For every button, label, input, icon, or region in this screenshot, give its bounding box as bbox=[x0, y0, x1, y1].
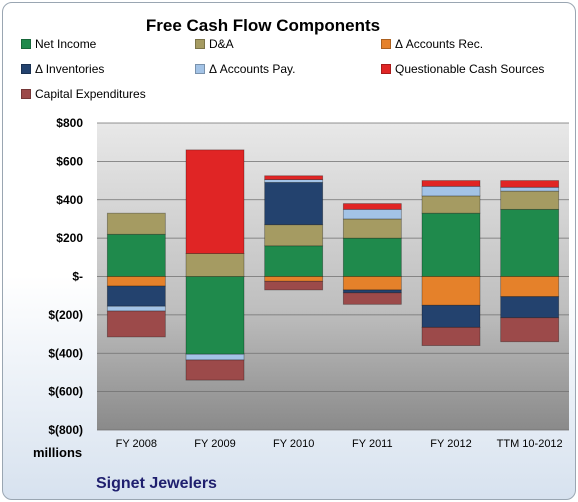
bar-segment bbox=[264, 182, 324, 226]
bar-segment bbox=[342, 208, 402, 220]
legend-item: Δ Inventories bbox=[21, 62, 104, 76]
y-tick-label: $600 bbox=[56, 154, 83, 168]
bar-segment bbox=[185, 276, 245, 355]
bar-segment bbox=[342, 237, 402, 277]
y-tick-label: $400 bbox=[56, 193, 83, 207]
bar-segment bbox=[500, 190, 560, 210]
legend-item: Net Income bbox=[21, 37, 96, 51]
legend-item: Δ Accounts Rec. bbox=[381, 37, 483, 51]
x-tick-label: FY 2010 bbox=[273, 438, 314, 450]
legend-item: D&A bbox=[195, 37, 234, 51]
legend-swatch bbox=[21, 39, 31, 49]
legend-label: Capital Expenditures bbox=[35, 87, 146, 101]
bar-segment bbox=[342, 289, 402, 294]
legend-label: Δ Accounts Rec. bbox=[395, 37, 484, 51]
bar-segment bbox=[342, 276, 402, 291]
company-name: Signet Jewelers bbox=[96, 475, 217, 492]
bar-segment bbox=[185, 359, 245, 381]
x-tick-label: FY 2012 bbox=[430, 438, 471, 450]
legend-swatch bbox=[195, 64, 205, 74]
x-tick-label: TTM 10-2012 bbox=[497, 438, 563, 450]
x-tick-label: FY 2009 bbox=[194, 438, 235, 450]
bar-segment bbox=[500, 296, 560, 319]
bar-segment bbox=[264, 280, 324, 291]
bar-segment bbox=[264, 224, 324, 247]
bar-segment bbox=[421, 326, 481, 346]
y-tick-label: $200 bbox=[56, 231, 83, 245]
bar-segment bbox=[421, 304, 481, 328]
bar-segment bbox=[421, 212, 481, 277]
bar-segment bbox=[264, 179, 324, 183]
unit-label: millions bbox=[33, 445, 83, 460]
y-tick-label: $(400) bbox=[48, 346, 83, 360]
bar-segment bbox=[500, 317, 560, 343]
legend-label: Δ Inventories bbox=[35, 62, 105, 76]
legend-label: Δ Accounts Pay. bbox=[209, 62, 296, 76]
bar-segment bbox=[421, 276, 481, 306]
chart-svg: $800 $600 $400 $200 $- $(200) $(400) $(600) $(80… bbox=[48, 116, 569, 450]
bar-segment bbox=[342, 203, 402, 210]
bar-segment bbox=[185, 353, 245, 361]
bar-segment bbox=[106, 305, 166, 312]
bar-segment bbox=[342, 218, 402, 239]
legend-item: Δ Accounts Pay. bbox=[195, 62, 296, 76]
bar-segment bbox=[421, 185, 481, 197]
bar-segment bbox=[421, 180, 481, 187]
bar-segment bbox=[500, 208, 560, 277]
bar-segment bbox=[421, 195, 481, 214]
legend-label: Net Income bbox=[35, 37, 97, 51]
y-tick-label: $(800) bbox=[48, 423, 83, 437]
bar-segment bbox=[264, 175, 324, 181]
bar-segment bbox=[500, 276, 560, 298]
bar-segment bbox=[106, 310, 166, 338]
chart-title: Free Cash Flow Components bbox=[145, 16, 381, 35]
legend-item: Questionable Cash Sources bbox=[381, 62, 544, 76]
bar-segment bbox=[500, 180, 560, 188]
legend-swatch bbox=[381, 64, 391, 74]
bar-segment bbox=[500, 186, 560, 192]
bar-segment bbox=[106, 285, 166, 307]
bar-segment bbox=[185, 253, 245, 277]
legend-label: D&A bbox=[209, 37, 234, 51]
legend-swatch bbox=[381, 39, 391, 49]
y-tick-label: $(600) bbox=[48, 385, 83, 399]
bar-segment bbox=[264, 245, 324, 277]
legend-swatch bbox=[195, 39, 205, 49]
bar-segment bbox=[185, 149, 245, 254]
legend-swatch bbox=[21, 64, 31, 74]
bar-segment bbox=[342, 292, 402, 305]
x-tick-label: FY 2011 bbox=[352, 438, 393, 450]
y-tick-label: $800 bbox=[56, 116, 83, 130]
legend-item: Capital Expenditures bbox=[21, 87, 146, 101]
legend-swatch bbox=[21, 89, 31, 99]
bar-segment bbox=[264, 276, 324, 282]
legend-label: Questionable Cash Sources bbox=[395, 62, 545, 76]
x-tick-label: FY 2008 bbox=[116, 438, 157, 450]
y-tick-label: $(200) bbox=[48, 308, 83, 322]
y-tick-label: $- bbox=[72, 270, 83, 284]
bar-segment bbox=[106, 212, 166, 235]
bar-segment bbox=[106, 233, 166, 277]
bar-segment bbox=[106, 276, 166, 287]
